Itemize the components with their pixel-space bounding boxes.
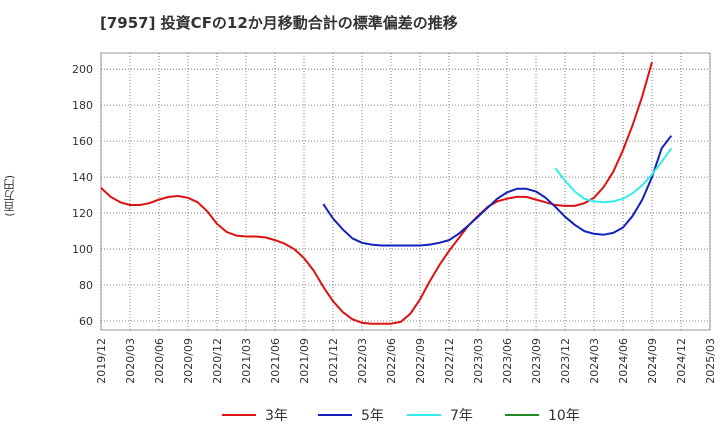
x-tick-label: 2021/12 bbox=[327, 338, 340, 384]
x-tick-label: 2024/09 bbox=[646, 338, 659, 384]
x-tick-label: 2020/09 bbox=[182, 338, 195, 384]
legend-label: 3年 bbox=[265, 408, 288, 424]
y-tick-label: 120 bbox=[72, 207, 93, 220]
x-tick-label: 2023/09 bbox=[530, 338, 543, 384]
legend-label: 5年 bbox=[361, 408, 384, 424]
x-tick-label: 2021/03 bbox=[240, 338, 253, 384]
x-tick-label: 2022/09 bbox=[414, 338, 427, 384]
y-tick-label: 180 bbox=[72, 99, 93, 112]
chart-title: [7957] 投資CFの12か月移動合計の標準偏差の推移 bbox=[100, 14, 458, 32]
legend-label: 7年 bbox=[450, 408, 473, 424]
grid-lines bbox=[100, 53, 711, 330]
y-tick-label: 200 bbox=[72, 63, 93, 76]
x-tick-label: 2024/06 bbox=[617, 338, 630, 384]
legend: 3年 5年 7年 10年 bbox=[222, 408, 580, 424]
x-tick-label: 2019/12 bbox=[95, 338, 108, 384]
y-tick-label: 80 bbox=[79, 279, 93, 292]
x-tick-label: 2022/06 bbox=[385, 338, 398, 384]
x-tick-label: 2020/03 bbox=[124, 338, 137, 384]
y-tick-label: 100 bbox=[72, 243, 93, 256]
x-tick-label: 2020/12 bbox=[211, 338, 224, 384]
y-tick-labels: 60 80 100 120 140 160 180 200 bbox=[72, 63, 93, 328]
series-line-7年 bbox=[554, 147, 673, 204]
y-tick-label: 160 bbox=[72, 135, 93, 148]
x-tick-label: 2023/03 bbox=[472, 338, 485, 384]
legend-label: 10年 bbox=[548, 408, 580, 424]
x-tick-label: 2021/06 bbox=[269, 338, 282, 384]
plot-area bbox=[100, 52, 711, 331]
x-tick-label: 2025/03 bbox=[704, 338, 717, 384]
x-tick-label: 2021/09 bbox=[298, 338, 311, 384]
x-tick-label: 2022/12 bbox=[443, 338, 456, 384]
x-tick-label: 2024/03 bbox=[588, 338, 601, 384]
y-tick-label: 60 bbox=[79, 315, 93, 328]
x-tick-label: 2023/06 bbox=[501, 338, 514, 384]
series-line-5年 bbox=[322, 135, 673, 247]
series-lines bbox=[100, 61, 673, 325]
series-line-3年 bbox=[100, 61, 653, 325]
x-tick-label: 2022/03 bbox=[356, 338, 369, 384]
x-tick-labels: 2019/12 2020/03 2020/06 2020/09 2020/12 2021/… bbox=[95, 338, 717, 384]
x-tick-label: 2024/12 bbox=[675, 338, 688, 384]
x-tick-label: 2020/06 bbox=[153, 338, 166, 384]
x-tick-label: 2023/12 bbox=[559, 338, 572, 384]
y-tick-label: 140 bbox=[72, 171, 93, 184]
